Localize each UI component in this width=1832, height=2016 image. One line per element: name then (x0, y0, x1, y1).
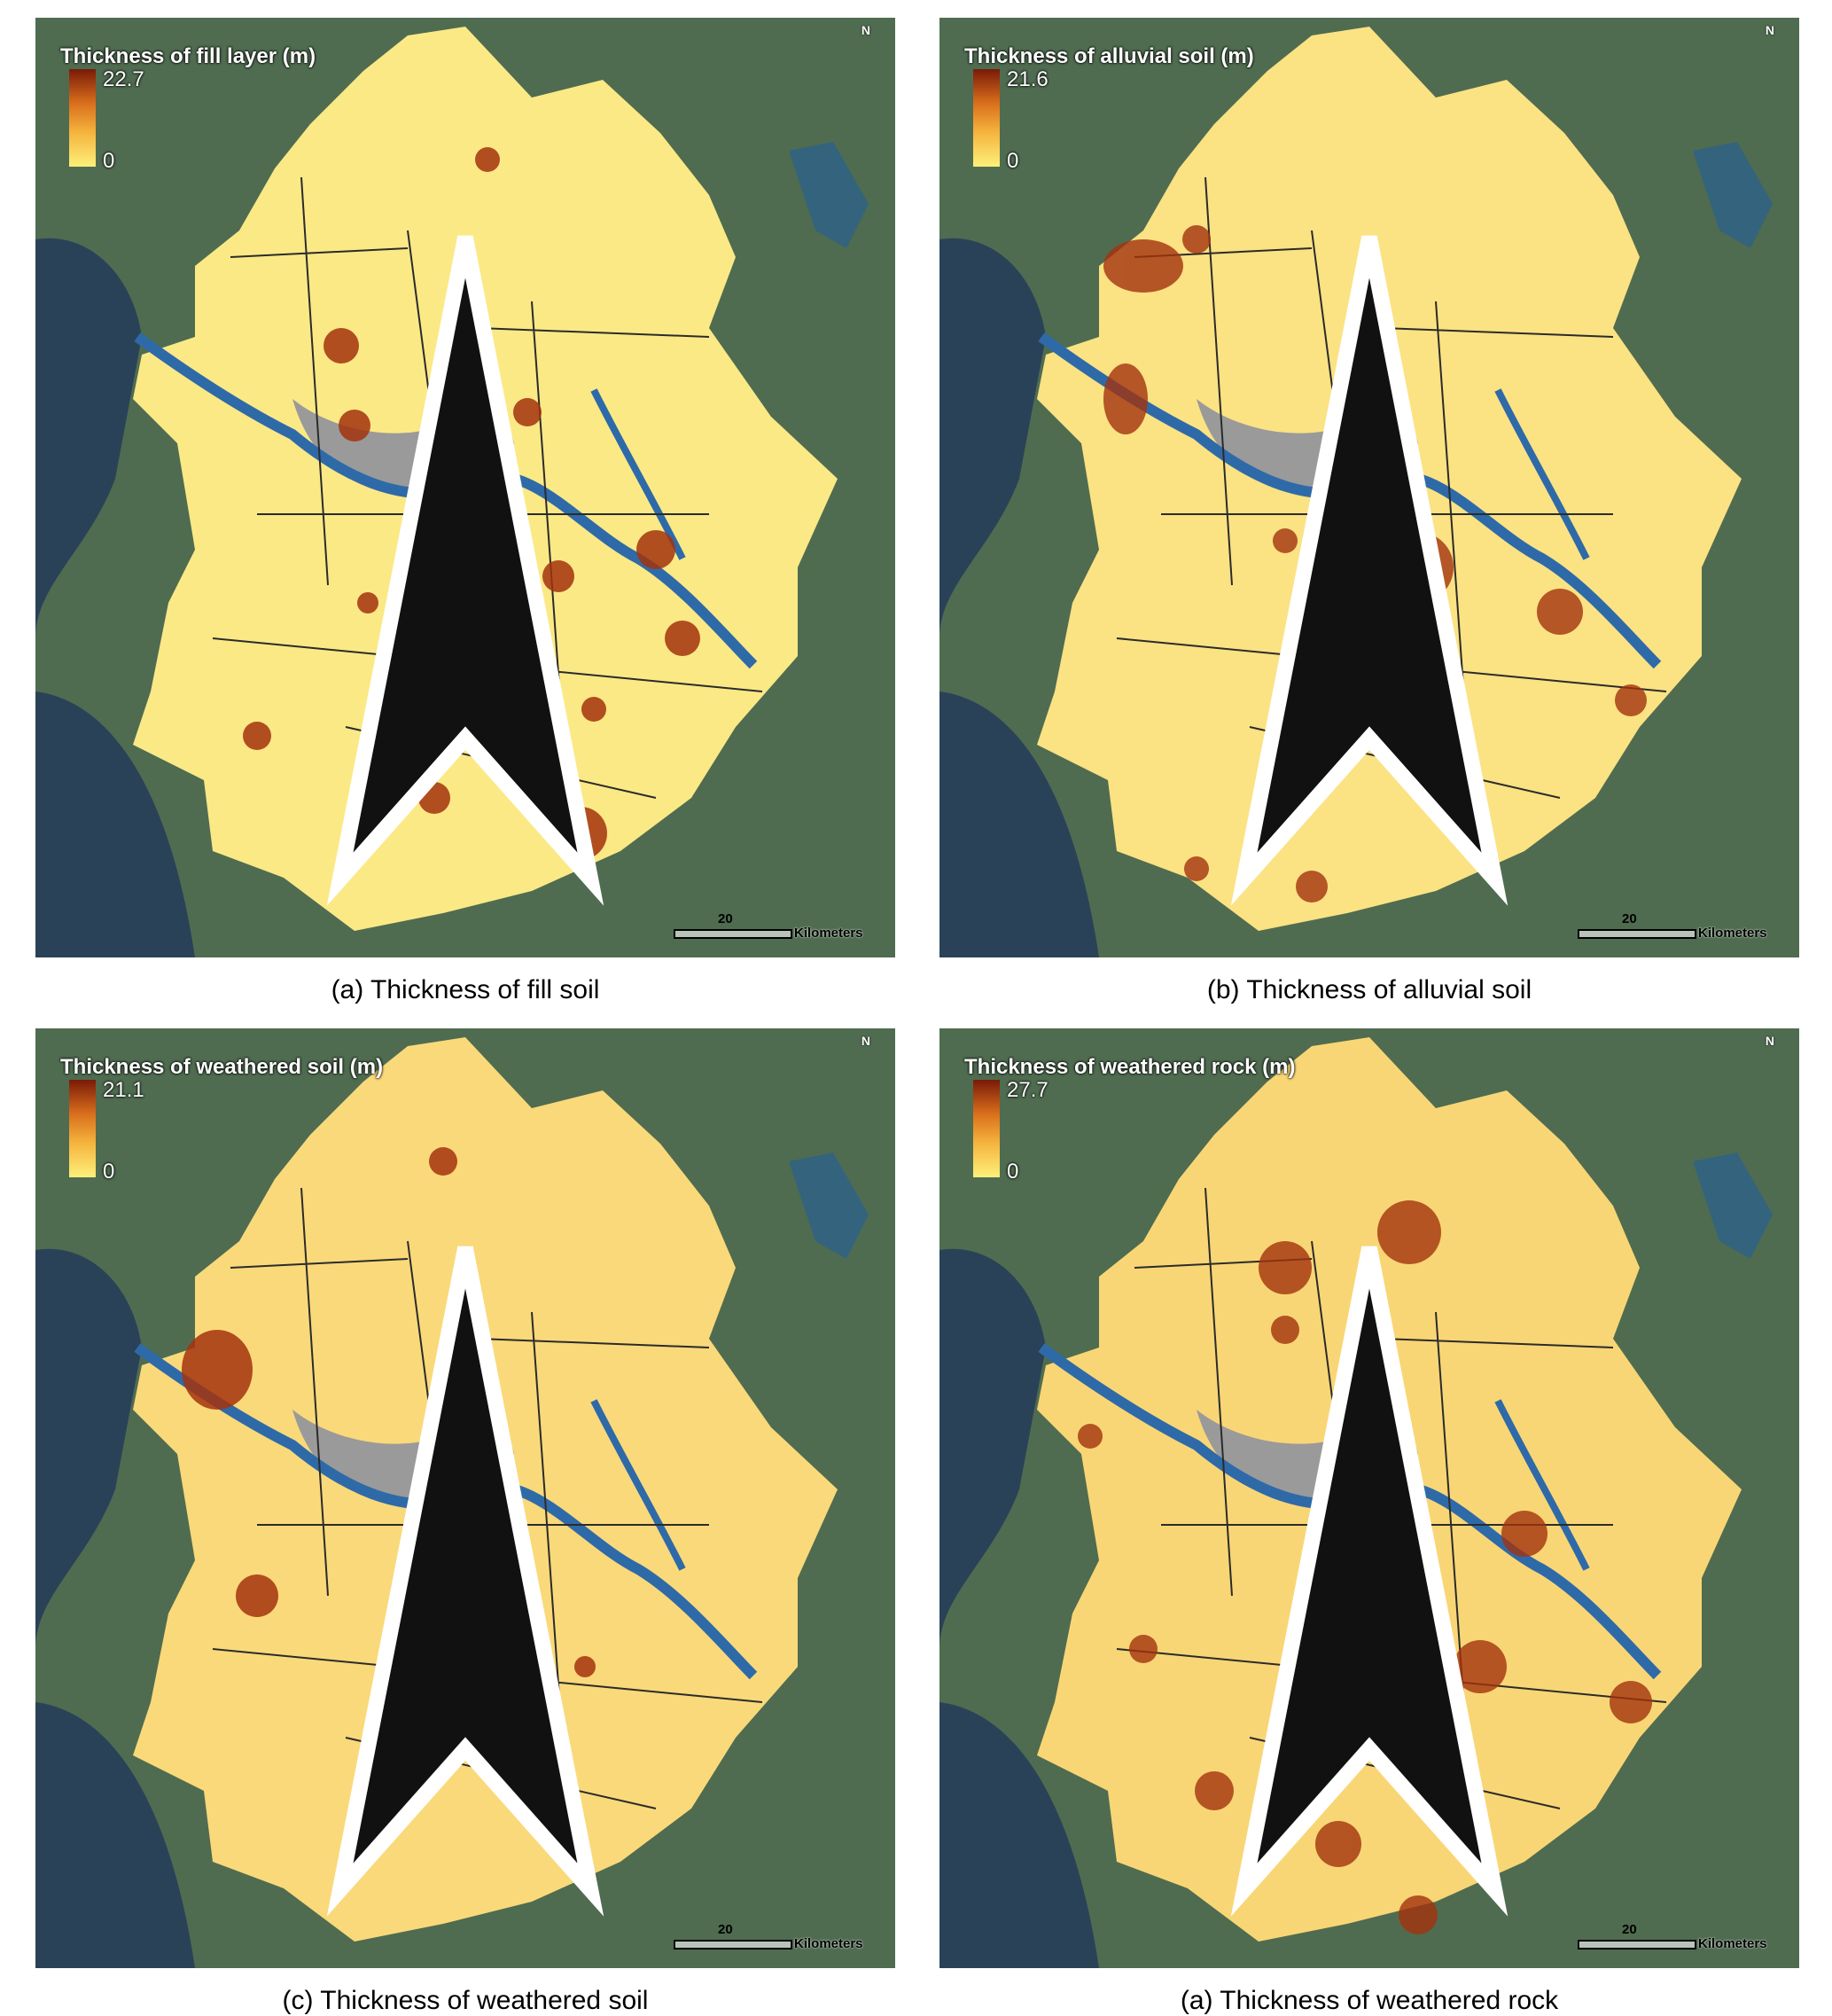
scale-value: 20 (718, 911, 733, 926)
north-arrow-icon (1230, 1246, 1508, 1917)
scale-bar: 20 Kilometers (1578, 1922, 1790, 1951)
scale-line (674, 929, 792, 939)
map-panel-weathered-rock: Thickness of weathered rock (m) 27.7 0 N… (939, 1028, 1799, 2015)
scale-unit: Kilometers (794, 1936, 863, 1951)
scale-line (1578, 929, 1696, 939)
legend-title: Thickness of weathered soil (m) (60, 1055, 384, 1079)
panel-caption: (a) Thickness of weathered rock (1180, 1986, 1559, 2015)
legend-title: Thickness of fill layer (m) (60, 44, 316, 68)
legend-max-value: 21.1 (103, 1078, 144, 1102)
north-label: N (861, 1034, 870, 1048)
panel-caption: (b) Thickness of alluvial soil (1206, 975, 1532, 1004)
map-weathered-soil: Thickness of weathered soil (m) 21.1 0 N… (35, 1028, 895, 1968)
north-label: N (1765, 23, 1774, 37)
scale-bar: 20 Kilometers (674, 911, 886, 941)
legend-min-value: 0 (1007, 149, 1019, 173)
legend-color-ramp (973, 1080, 1000, 1177)
north-arrow-icon (326, 1246, 604, 1917)
north-label: N (861, 23, 870, 37)
map-graphic (939, 18, 1799, 957)
legend-min-value: 0 (1007, 1160, 1019, 1184)
scale-unit: Kilometers (794, 926, 863, 941)
north-arrow-icon (1230, 235, 1508, 906)
legend-min-value: 0 (103, 1160, 115, 1184)
scale-value: 20 (718, 1922, 733, 1937)
scale-line (1578, 1940, 1696, 1950)
legend-color-ramp (973, 69, 1000, 167)
legend-color-ramp (69, 1080, 96, 1177)
map-weathered-rock: Thickness of weathered rock (m) 27.7 0 N… (939, 1028, 1799, 1968)
map-panel-fill-soil: Thickness of fill layer (m) 22.7 0 N 20 … (35, 18, 895, 1004)
scale-unit: Kilometers (1698, 926, 1767, 941)
north-label: N (1765, 1034, 1774, 1048)
legend-max-value: 27.7 (1007, 1078, 1049, 1102)
panel-caption: (c) Thickness of weathered soil (282, 1986, 649, 2015)
map-alluvial-soil: Thickness of alluvial soil (m) 21.6 0 N … (939, 18, 1799, 957)
legend-min-value: 0 (103, 149, 115, 173)
legend-max-value: 22.7 (103, 67, 144, 91)
legend-color-ramp (69, 69, 96, 167)
scale-bar: 20 Kilometers (1578, 911, 1790, 941)
legend-title: Thickness of alluvial soil (m) (964, 44, 1254, 68)
scale-unit: Kilometers (1698, 1936, 1767, 1951)
map-panel-alluvial-soil: Thickness of alluvial soil (m) 21.6 0 N … (939, 18, 1799, 1004)
north-arrow-icon (326, 235, 604, 906)
scale-value: 20 (1622, 911, 1637, 926)
scale-line (674, 1940, 792, 1950)
legend-max-value: 21.6 (1007, 67, 1049, 91)
map-fill-soil: Thickness of fill layer (m) 22.7 0 N 20 … (35, 18, 895, 957)
scale-bar: 20 Kilometers (674, 1922, 886, 1951)
scale-value: 20 (1622, 1922, 1637, 1937)
panel-caption: (a) Thickness of fill soil (331, 975, 600, 1004)
legend-title: Thickness of weathered rock (m) (964, 1055, 1296, 1079)
map-panel-weathered-soil: Thickness of weathered soil (m) 21.1 0 N… (35, 1028, 895, 2015)
